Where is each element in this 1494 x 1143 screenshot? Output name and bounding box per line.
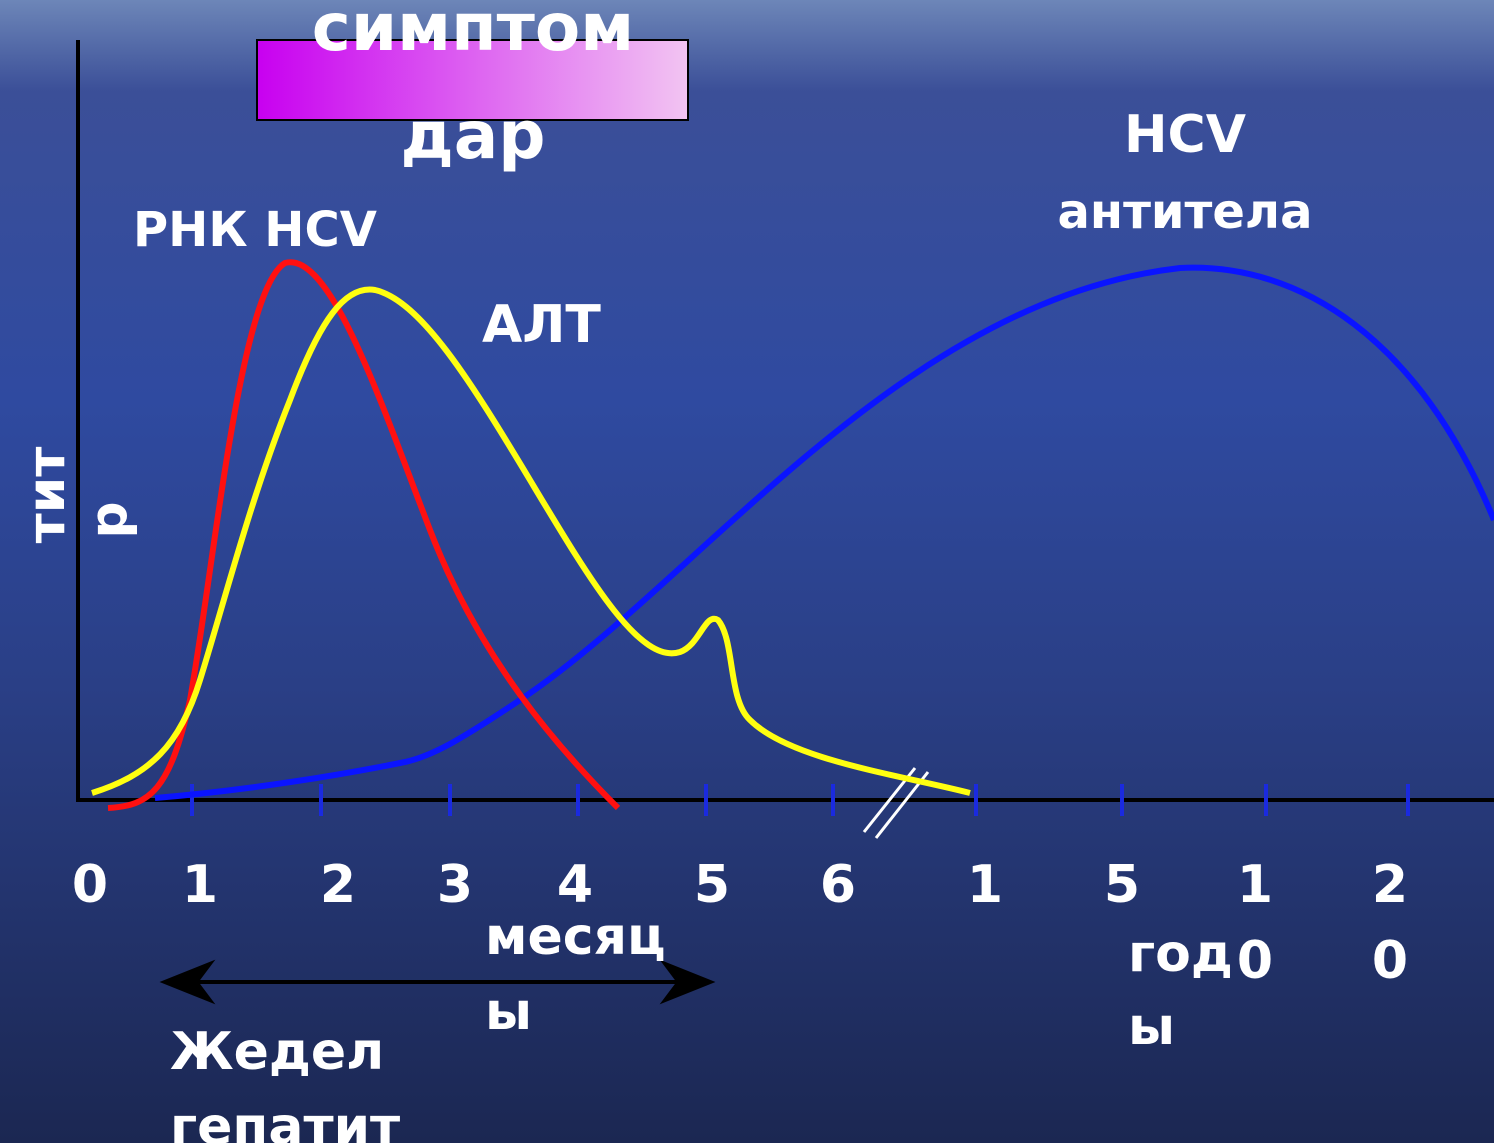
curve-label: РНК HCV <box>133 202 377 258</box>
page: симптом дар тит р РНК HCV АЛТ HCV антите… <box>0 0 1494 1143</box>
x-tick-label: 0 <box>72 855 108 915</box>
x-tick-label: 0 <box>1237 931 1273 991</box>
phase-label: гепатит <box>170 1097 400 1143</box>
x-tick-label: 5 <box>694 855 730 915</box>
unit-label: месяц <box>485 907 666 967</box>
unit-label: ы <box>485 982 532 1042</box>
x-tick-label: 2 <box>320 855 356 915</box>
x-tick-label: 0 <box>1372 931 1408 991</box>
phase-label: Жедел <box>170 1022 384 1082</box>
x-tick-label: 3 <box>437 855 473 915</box>
y-axis-label: р <box>79 501 139 538</box>
x-tick-label: 6 <box>820 855 856 915</box>
y-axis-label: тит <box>17 447 77 544</box>
x-tick-label: 2 <box>1372 855 1408 915</box>
x-tick-label: 1 <box>182 855 218 915</box>
title-line: дар <box>400 97 545 174</box>
x-tick-label: 1 <box>967 855 1003 915</box>
unit-label: год <box>1128 924 1233 984</box>
curve-label: антитела <box>1058 184 1313 240</box>
x-tick-label: 5 <box>1104 855 1140 915</box>
slide: симптом дар тит р РНК HCV АЛТ HCV антите… <box>0 0 1494 1143</box>
curve-label: HCV <box>1124 105 1246 165</box>
curve-label: АЛТ <box>482 295 601 355</box>
x-tick-label: 4 <box>557 855 593 915</box>
unit-label: ы <box>1128 997 1175 1057</box>
x-tick-label: 1 <box>1237 855 1273 915</box>
title-line: симптом <box>312 0 634 66</box>
